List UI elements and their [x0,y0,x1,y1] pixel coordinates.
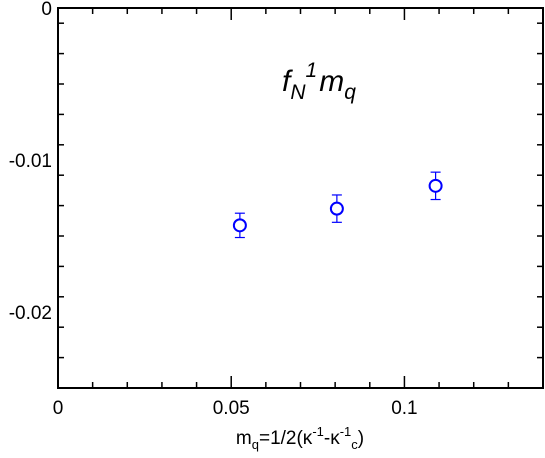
x-tick-label: 0 [53,398,64,419]
y-tick-label: 0 [41,0,52,20]
x-axis-title: mq=1/2(κ-1-κ-1c) [236,424,364,452]
x-tick-label: 0.05 [213,398,250,419]
axis-ticks [57,8,544,389]
data-point [428,171,443,201]
x-tick-label: 0.1 [391,398,417,419]
point-marker [428,178,443,193]
data-point [329,194,344,223]
tick-labels: 0 0.05 0.1 0 -0.01 -0.02 [9,0,418,419]
data-points [232,171,443,239]
y-tick-label: -0.01 [9,151,52,172]
point-marker [232,218,247,233]
plot-annotation: fN1mq [282,59,356,104]
point-marker [329,201,344,216]
plot-frame [57,7,544,389]
data-point [232,212,247,239]
y-tick-label: -0.02 [9,303,52,324]
